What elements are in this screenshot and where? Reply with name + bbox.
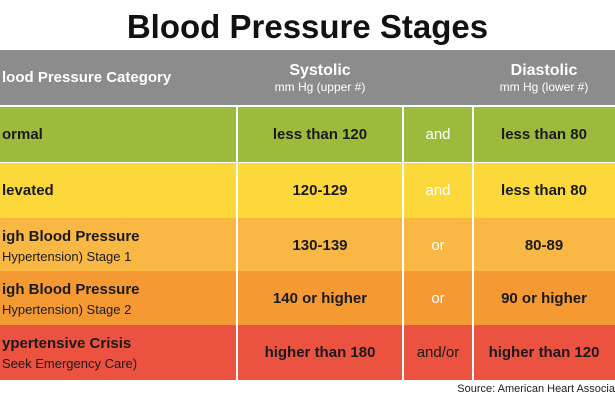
column-separator <box>472 325 474 380</box>
diastolic-cell: 80-89 <box>473 218 615 273</box>
table-row: levated 120-129 and less than 80 <box>0 163 615 218</box>
column-separator <box>472 271 474 326</box>
column-separator <box>472 163 474 218</box>
systolic-text: less than 120 <box>272 126 368 143</box>
systolic-cell: less than 120 <box>237 107 403 162</box>
diastolic-text: 90 or higher <box>501 290 587 307</box>
systolic-cell: 120-129 <box>237 163 403 218</box>
column-separator <box>236 107 238 162</box>
column-separator <box>402 325 404 380</box>
connector-text: or <box>431 290 445 307</box>
systolic-cell: higher than 180 <box>237 325 403 380</box>
diastolic-text: less than 80 <box>501 126 587 143</box>
title: Blood Pressure Stages <box>126 8 489 45</box>
column-separator <box>402 163 404 218</box>
systolic-cell: 140 or higher <box>237 271 403 326</box>
header-subtitle: mm Hg (upper #) <box>274 79 366 94</box>
category-cell: ypertensive Crisis Seek Emergency Care) <box>0 325 237 380</box>
systolic-text: 130-139 <box>292 237 348 254</box>
table-row: igh Blood Pressure Hypertension) Stage 1 1… <box>0 218 615 273</box>
column-separator <box>236 271 238 326</box>
connector-cell: or <box>403 271 473 326</box>
category-cell: igh Blood Pressure Hypertension) Stage 2 <box>0 271 237 326</box>
diastolic-cell: less than 80 <box>473 107 615 162</box>
category-line: ypertensive Crisis <box>2 334 132 352</box>
table-row: ypertensive Crisis Seek Emergency Care) hi… <box>0 325 615 380</box>
header-title: Systolic <box>289 61 351 79</box>
column-separator <box>236 218 238 273</box>
connector-cell: or <box>403 218 473 273</box>
connector-text: and <box>425 126 451 143</box>
header-cell: Diastolic mm Hg (lower #) <box>473 50 615 105</box>
header-cell: Systolic mm Hg (upper #) <box>237 50 403 105</box>
header-cell: lood Pressure Category <box>0 50 237 105</box>
column-separator <box>402 271 404 326</box>
systolic-text: 120-129 <box>292 182 348 199</box>
column-separator <box>402 107 404 162</box>
header-title: Diastolic <box>510 61 578 79</box>
connector-text: and/or <box>416 344 460 361</box>
diastolic-cell: 90 or higher <box>473 271 615 326</box>
column-separator <box>402 218 404 273</box>
connector-text: or <box>431 237 445 254</box>
diastolic-cell: less than 80 <box>473 163 615 218</box>
connector-text: and <box>425 182 451 199</box>
category-line: Seek Emergency Care) <box>2 355 138 371</box>
systolic-text: higher than 180 <box>264 344 376 361</box>
column-separator <box>236 325 238 380</box>
category-cell: ormal <box>0 107 237 162</box>
category-line: ormal <box>2 126 43 143</box>
header-subtitle: mm Hg (lower #) <box>499 79 589 94</box>
header-row: lood Pressure Category Systolic mm Hg (upp… <box>0 50 615 105</box>
systolic-cell: 130-139 <box>237 218 403 273</box>
table-row: igh Blood Pressure Hypertension) Stage 2 1… <box>0 271 615 326</box>
category-line: igh Blood Pressure <box>2 280 140 298</box>
category-cell: igh Blood Pressure Hypertension) Stage 1 <box>0 218 237 273</box>
diastolic-text: higher than 120 <box>488 344 600 361</box>
category-line: igh Blood Pressure <box>2 227 140 245</box>
source: Source: American Heart Associa <box>457 383 615 395</box>
column-separator <box>472 107 474 162</box>
category-line: levated <box>2 182 54 199</box>
diastolic-cell: higher than 120 <box>473 325 615 380</box>
table-row: ormal less than 120 and less than 80 <box>0 107 615 162</box>
category-cell: levated <box>0 163 237 218</box>
category-line: Hypertension) Stage 1 <box>2 248 132 264</box>
category-line: Hypertension) Stage 2 <box>2 301 132 317</box>
connector-cell: and <box>403 107 473 162</box>
diastolic-text: 80-89 <box>524 237 564 254</box>
header-title: lood Pressure Category <box>2 69 172 86</box>
connector-cell: and/or <box>403 325 473 380</box>
systolic-text: 140 or higher <box>272 290 368 307</box>
column-separator <box>236 163 238 218</box>
connector-cell: and <box>403 163 473 218</box>
diastolic-text: less than 80 <box>501 182 587 199</box>
column-separator <box>472 218 474 273</box>
